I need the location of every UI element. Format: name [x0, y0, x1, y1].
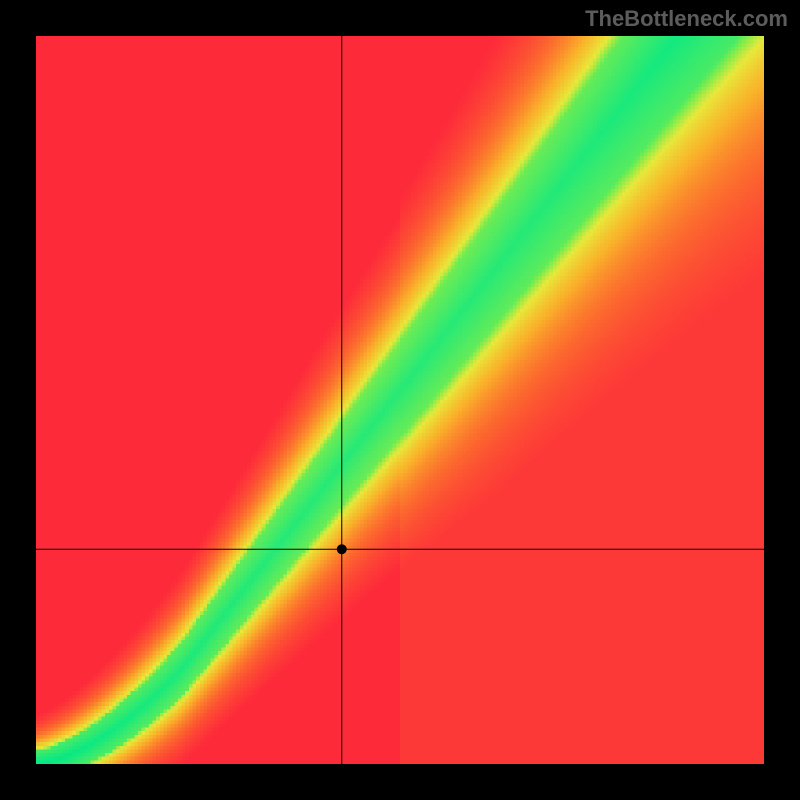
- bottleneck-heatmap: [36, 36, 764, 764]
- watermark-text: TheBottleneck.com: [585, 6, 788, 32]
- chart-container: TheBottleneck.com: [0, 0, 800, 800]
